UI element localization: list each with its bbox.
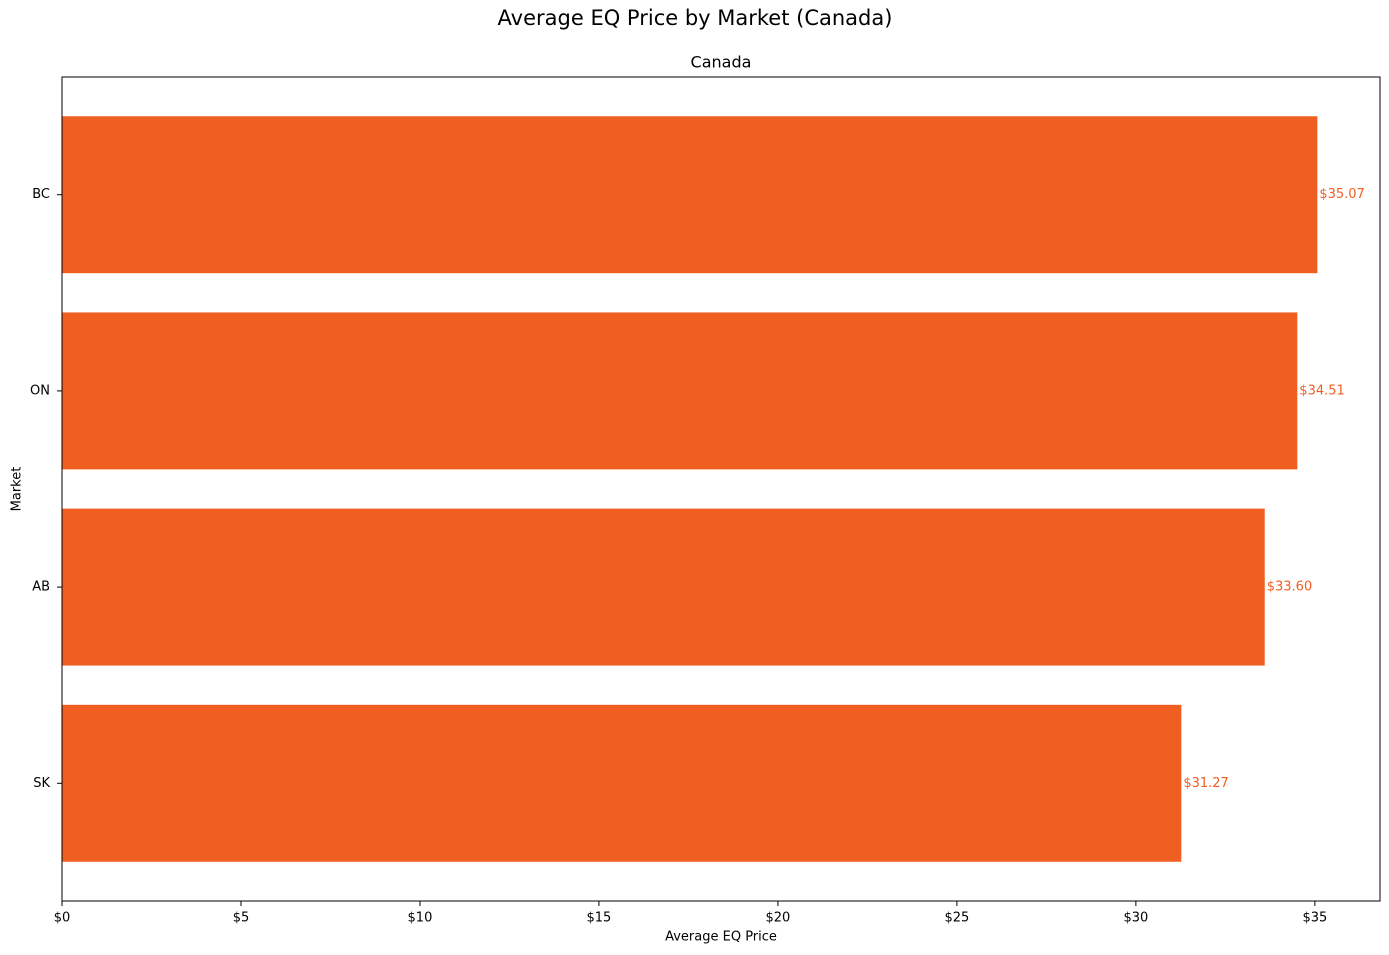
bar [62, 312, 1298, 470]
y-tick-label: BC [32, 187, 50, 202]
y-tick-label: ON [30, 383, 50, 398]
x-tick-label: $30 [1123, 911, 1148, 926]
x-tick-label: $5 [233, 911, 250, 926]
y-axis-label: Market [10, 467, 25, 512]
x-axis-label: Average EQ Price [665, 930, 777, 945]
value-label: $34.51 [1299, 383, 1345, 398]
value-label: $33.60 [1267, 580, 1313, 595]
x-tick-label: $15 [587, 911, 612, 926]
bar [62, 116, 1318, 274]
value-label: $35.07 [1319, 187, 1365, 202]
bar [62, 508, 1265, 666]
x-tick-label: $10 [408, 911, 433, 926]
plot-frame [61, 76, 1381, 902]
chart-title: Average EQ Price by Market (Canada) [498, 6, 893, 30]
x-tick-label: $35 [1302, 911, 1327, 926]
y-tick-label: SK [33, 776, 50, 791]
x-tick-label: $20 [766, 911, 791, 926]
x-tick-label: $0 [54, 911, 71, 926]
value-label: $31.27 [1183, 776, 1229, 791]
bar [62, 704, 1182, 862]
subplot-title: Canada [691, 53, 752, 72]
y-tick-label: AB [32, 580, 50, 595]
x-tick-label: $25 [944, 911, 969, 926]
